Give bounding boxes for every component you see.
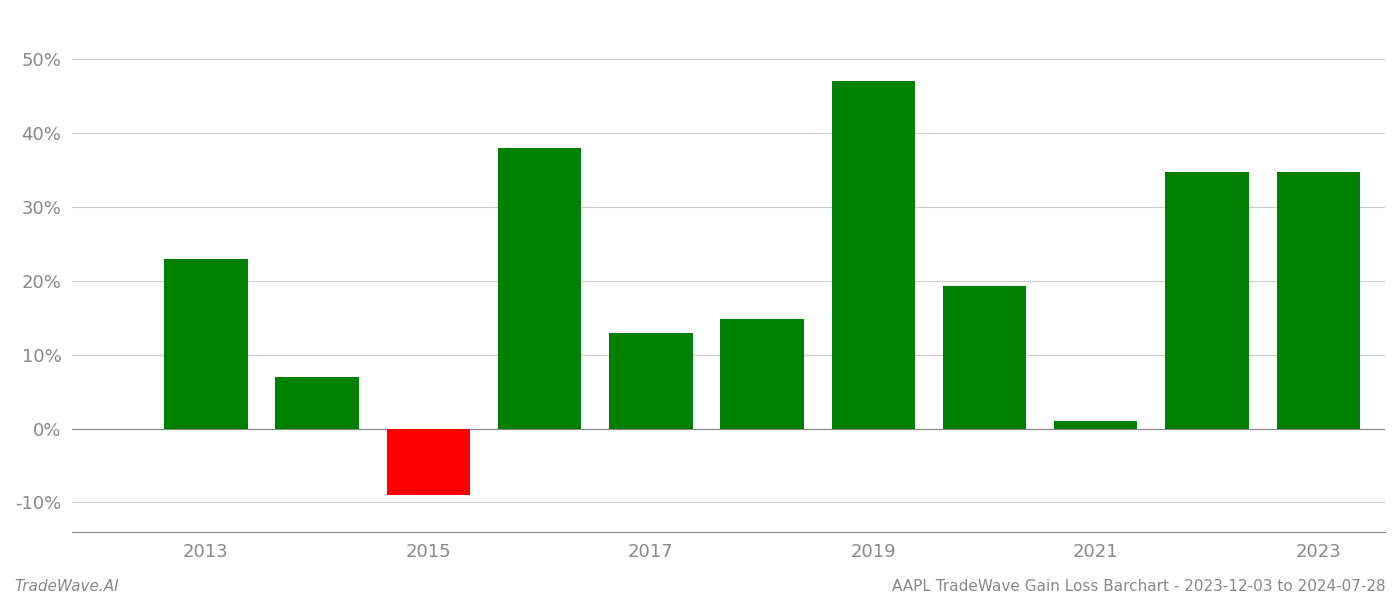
Bar — [942, 286, 1026, 428]
Bar — [832, 82, 916, 428]
Bar — [164, 259, 248, 428]
Text: AAPL TradeWave Gain Loss Barchart - 2023-12-03 to 2024-07-28: AAPL TradeWave Gain Loss Barchart - 2023… — [892, 579, 1386, 594]
Bar — [276, 377, 358, 428]
Bar — [498, 148, 581, 428]
Bar — [386, 428, 470, 495]
Bar — [721, 319, 804, 428]
Bar — [609, 332, 693, 428]
Bar — [1165, 172, 1249, 428]
Text: TradeWave.AI: TradeWave.AI — [14, 579, 119, 594]
Bar — [1277, 172, 1359, 428]
Bar — [1054, 421, 1137, 428]
